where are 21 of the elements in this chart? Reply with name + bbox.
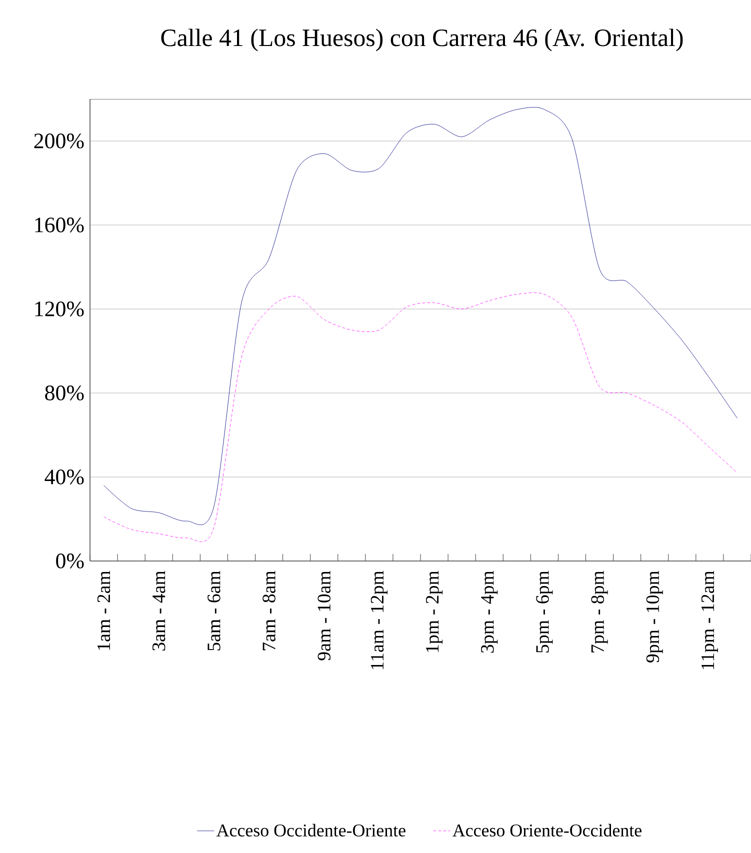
- x-tick-label: 9pm - 10pm: [646, 570, 663, 662]
- x-tick-label: 1am - 2am: [97, 570, 110, 650]
- y-tick-label: 200%: [34, 134, 84, 148]
- x-tick-label: 3am - 4am: [152, 570, 166, 651]
- x-tick-label: 5pm - 6pm: [536, 570, 553, 652]
- legend-label: Acceso Occidente-Oriente: [216, 824, 406, 837]
- x-tick-label: 9am - 10am: [318, 570, 330, 660]
- x-tick-label: 1pm - 2pm: [426, 570, 443, 652]
- chart-title: Calle 41 (Los Huesos) con Carrera 46 (Av. Oriental): [161, 28, 683, 52]
- x-tick-label: 7am - 8am: [262, 570, 276, 650]
- y-tick-label: 0%: [56, 554, 84, 568]
- y-tick-label: 80%: [45, 386, 84, 400]
- x-tick-label: 5am - 6am: [208, 570, 220, 650]
- x-tick-label: 3pm - 4pm: [481, 570, 498, 653]
- x-tick-label: 11am - 12pm: [370, 570, 388, 670]
- x-tick-label: 7pm - 8pm: [591, 570, 608, 652]
- y-tick-label: 160%: [35, 218, 84, 232]
- y-tick-label: 40%: [44, 470, 84, 484]
- x-tick-label: 11pm - 12am: [701, 570, 718, 670]
- y-tick-label: 120%: [35, 302, 84, 316]
- legend-label: Acceso Oriente-Occidente: [452, 824, 642, 837]
